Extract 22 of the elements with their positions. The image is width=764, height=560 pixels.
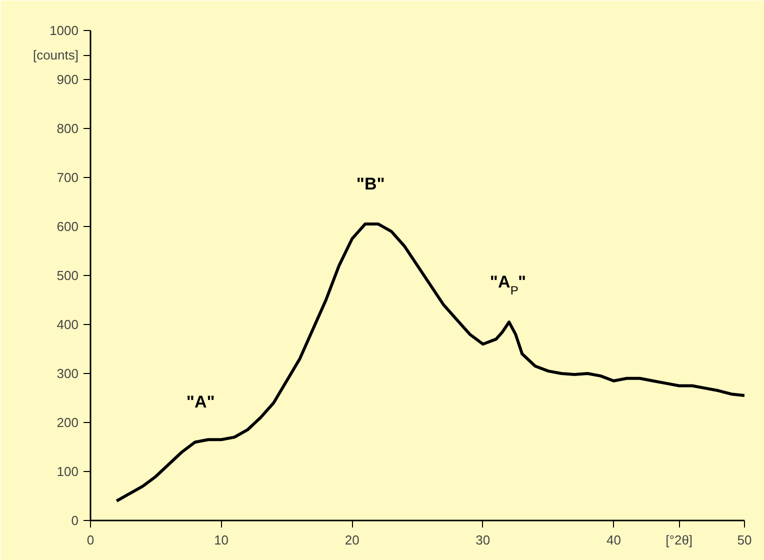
y-tick-label: 900 bbox=[56, 72, 79, 87]
y-tick-label: 100 bbox=[56, 464, 79, 479]
x-tick-label: 50 bbox=[737, 532, 752, 548]
x-tick-label: 10 bbox=[214, 532, 229, 548]
y-tick-label: 800 bbox=[56, 121, 79, 136]
y-tick-label: 300 bbox=[56, 366, 79, 381]
y-tick-label: 400 bbox=[56, 317, 79, 332]
x-tick-label: 20 bbox=[344, 532, 360, 548]
y-axis-title: [counts] bbox=[32, 48, 79, 62]
y-tick-label: 200 bbox=[56, 415, 79, 430]
y-tick-label: 1000 bbox=[50, 23, 78, 38]
x-axis-title: [°2θ] bbox=[666, 532, 693, 548]
annotation: "A" bbox=[186, 392, 215, 412]
annotation: "B" bbox=[356, 174, 385, 194]
y-tick-label: 500 bbox=[56, 268, 79, 283]
y-tick-label: 700 bbox=[56, 170, 79, 185]
x-tick-label: 40 bbox=[606, 532, 621, 548]
x-tick-label: 30 bbox=[476, 532, 490, 548]
line-series bbox=[115, 222, 744, 502]
x-tick-label: 0 bbox=[86, 532, 94, 548]
y-tick-label: 0 bbox=[71, 513, 79, 528]
y-tick-label: 600 bbox=[56, 219, 79, 234]
